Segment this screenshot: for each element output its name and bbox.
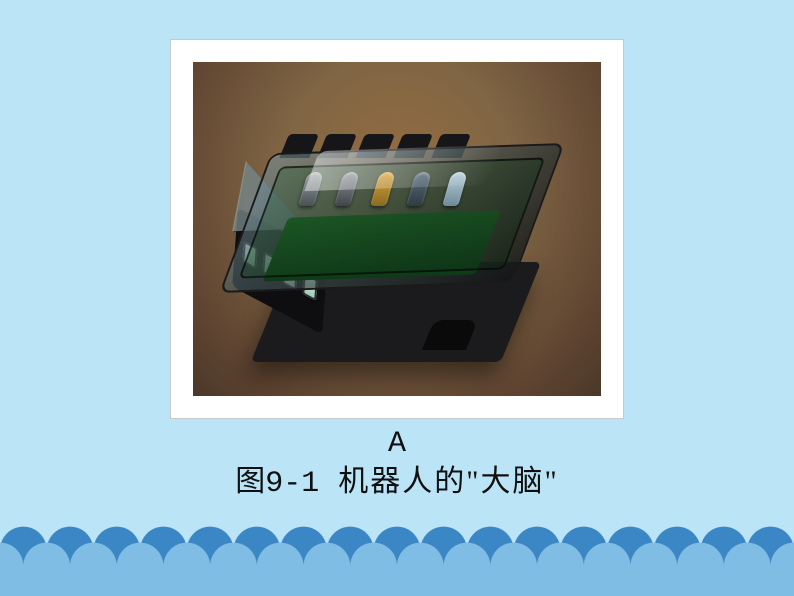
- figure-letter: A: [0, 426, 794, 462]
- figure-photo: [193, 62, 601, 396]
- figure-card: [171, 40, 623, 418]
- figure-label: 图9-1 机器人的"大脑": [0, 462, 794, 504]
- figure-caption: A 图9-1 机器人的"大脑": [0, 426, 794, 504]
- pin-icon: [370, 172, 396, 206]
- device-lid: [219, 143, 565, 293]
- figure-title: 机器人的"大脑": [338, 465, 559, 498]
- wave-icon: [0, 526, 794, 596]
- figure-number: 图9-1: [235, 467, 319, 501]
- pin-icon: [406, 172, 432, 206]
- device-top-pins: [298, 172, 468, 206]
- wave-decoration: [0, 526, 794, 596]
- pin-icon: [334, 172, 360, 206]
